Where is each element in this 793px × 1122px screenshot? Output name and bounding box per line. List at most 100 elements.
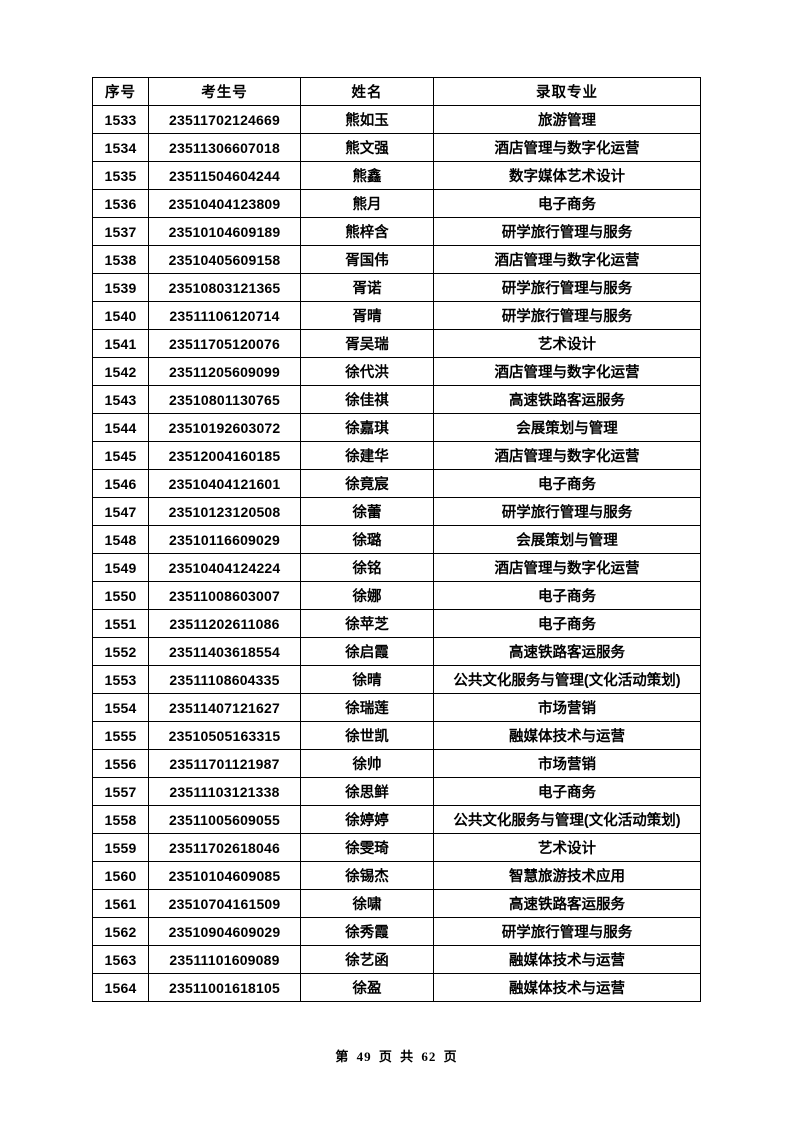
serial-cell: 1553 — [92, 665, 149, 694]
candidate-no-cell: 23511205609099 — [148, 357, 301, 386]
candidate-no-cell: 23510405609158 — [148, 245, 301, 274]
admission-table-body: 1533 23511702124669 熊如玉 旅游管理 1534 23511306607… — [92, 105, 701, 1002]
candidate-no-cell: 23510404124224 — [148, 553, 301, 582]
candidate-no-cell: 23511701121987 — [148, 749, 301, 778]
serial-cell: 1564 — [92, 973, 149, 1002]
serial-cell: 1535 — [92, 161, 149, 190]
major-cell: 旅游管理 — [433, 105, 701, 134]
serial-cell: 1561 — [92, 889, 149, 918]
serial-cell: 1545 — [92, 441, 149, 470]
serial-cell: 1549 — [92, 553, 149, 582]
serial-cell: 1550 — [92, 581, 149, 610]
major-cell: 电子商务 — [433, 469, 701, 498]
serial-cell: 1557 — [92, 777, 149, 806]
major-cell: 电子商务 — [433, 609, 701, 638]
candidate-no-cell: 23511101609089 — [148, 945, 301, 974]
serial-cell: 1554 — [92, 693, 149, 722]
name-cell: 徐艺函 — [300, 945, 434, 974]
table-row: 1555 23510505163315 徐世凯 融媒体技术与运营 — [92, 721, 701, 750]
major-cell: 融媒体技术与运营 — [433, 973, 701, 1002]
table-row: 1562 23510904609029 徐秀霞 研学旅行管理与服务 — [92, 917, 701, 946]
serial-cell: 1552 — [92, 637, 149, 666]
candidate-no-cell: 23511702618046 — [148, 833, 301, 862]
table-row: 1534 23511306607018 熊文强 酒店管理与数字化运营 — [92, 133, 701, 162]
name-cell: 徐蕾 — [300, 497, 434, 526]
header-serial-number: 序号 — [92, 77, 149, 106]
candidate-no-cell: 23511005609055 — [148, 805, 301, 834]
name-cell: 徐晴 — [300, 665, 434, 694]
header-candidate-number: 考生号 — [148, 77, 301, 106]
major-cell: 融媒体技术与运营 — [433, 945, 701, 974]
serial-cell: 1541 — [92, 329, 149, 358]
name-cell: 胥晴 — [300, 301, 434, 330]
serial-cell: 1546 — [92, 469, 149, 498]
serial-cell: 1555 — [92, 721, 149, 750]
name-cell: 徐璐 — [300, 525, 434, 554]
name-cell: 胥国伟 — [300, 245, 434, 274]
table-row: 1558 23511005609055 徐婷婷 公共文化服务与管理(文化活动策划) — [92, 805, 701, 834]
table-row: 1546 23510404121601 徐竟宸 电子商务 — [92, 469, 701, 498]
candidate-no-cell: 23510192603072 — [148, 413, 301, 442]
major-cell: 研学旅行管理与服务 — [433, 301, 701, 330]
candidate-no-cell: 23511001618105 — [148, 973, 301, 1002]
name-cell: 徐瑞莲 — [300, 693, 434, 722]
name-cell: 徐苹芝 — [300, 609, 434, 638]
candidate-no-cell: 23511106120714 — [148, 301, 301, 330]
table-row: 1535 23511504604244 熊鑫 数字媒体艺术设计 — [92, 161, 701, 190]
name-cell: 徐思鲜 — [300, 777, 434, 806]
candidate-no-cell: 23510104609189 — [148, 217, 301, 246]
name-cell: 熊鑫 — [300, 161, 434, 190]
candidate-no-cell: 23510704161509 — [148, 889, 301, 918]
candidate-no-cell: 23510104609085 — [148, 861, 301, 890]
name-cell: 徐秀霞 — [300, 917, 434, 946]
candidate-no-cell: 23510505163315 — [148, 721, 301, 750]
table-row: 1551 23511202611086 徐苹芝 电子商务 — [92, 609, 701, 638]
candidate-no-cell: 23511504604244 — [148, 161, 301, 190]
major-cell: 酒店管理与数字化运营 — [433, 553, 701, 582]
name-cell: 徐建华 — [300, 441, 434, 470]
candidate-no-cell: 23511407121627 — [148, 693, 301, 722]
serial-cell: 1547 — [92, 497, 149, 526]
major-cell: 电子商务 — [433, 581, 701, 610]
candidate-no-cell: 23510116609029 — [148, 525, 301, 554]
table-row: 1545 23512004160185 徐建华 酒店管理与数字化运营 — [92, 441, 701, 470]
name-cell: 徐铭 — [300, 553, 434, 582]
name-cell: 徐帅 — [300, 749, 434, 778]
name-cell: 胥吴瑞 — [300, 329, 434, 358]
table-row: 1548 23510116609029 徐璐 会展策划与管理 — [92, 525, 701, 554]
major-cell: 电子商务 — [433, 777, 701, 806]
table-row: 1533 23511702124669 熊如玉 旅游管理 — [92, 105, 701, 134]
name-cell: 徐代洪 — [300, 357, 434, 386]
name-cell: 徐锡杰 — [300, 861, 434, 890]
table-row: 1557 23511103121338 徐思鲜 电子商务 — [92, 777, 701, 806]
name-cell: 熊文强 — [300, 133, 434, 162]
major-cell: 电子商务 — [433, 189, 701, 218]
name-cell: 熊如玉 — [300, 105, 434, 134]
serial-cell: 1540 — [92, 301, 149, 330]
candidate-no-cell: 23510801130765 — [148, 385, 301, 414]
table-row: 1564 23511001618105 徐盈 融媒体技术与运营 — [92, 973, 701, 1002]
major-cell: 酒店管理与数字化运营 — [433, 357, 701, 386]
name-cell: 徐雯琦 — [300, 833, 434, 862]
header-name: 姓名 — [300, 77, 434, 106]
major-cell: 酒店管理与数字化运营 — [433, 245, 701, 274]
major-cell: 高速铁路客运服务 — [433, 637, 701, 666]
serial-cell: 1533 — [92, 105, 149, 134]
major-cell: 智慧旅游技术应用 — [433, 861, 701, 890]
name-cell: 熊月 — [300, 189, 434, 218]
serial-cell: 1560 — [92, 861, 149, 890]
serial-cell: 1551 — [92, 609, 149, 638]
name-cell: 徐佳祺 — [300, 385, 434, 414]
serial-cell: 1542 — [92, 357, 149, 386]
table-row: 1553 23511108604335 徐晴 公共文化服务与管理(文化活动策划) — [92, 665, 701, 694]
major-cell: 数字媒体艺术设计 — [433, 161, 701, 190]
table-row: 1540 23511106120714 胥晴 研学旅行管理与服务 — [92, 301, 701, 330]
serial-cell: 1556 — [92, 749, 149, 778]
candidate-no-cell: 23511403618554 — [148, 637, 301, 666]
candidate-no-cell: 23510803121365 — [148, 273, 301, 302]
table-row: 1541 23511705120076 胥吴瑞 艺术设计 — [92, 329, 701, 358]
major-cell: 研学旅行管理与服务 — [433, 217, 701, 246]
name-cell: 徐盈 — [300, 973, 434, 1002]
serial-cell: 1536 — [92, 189, 149, 218]
